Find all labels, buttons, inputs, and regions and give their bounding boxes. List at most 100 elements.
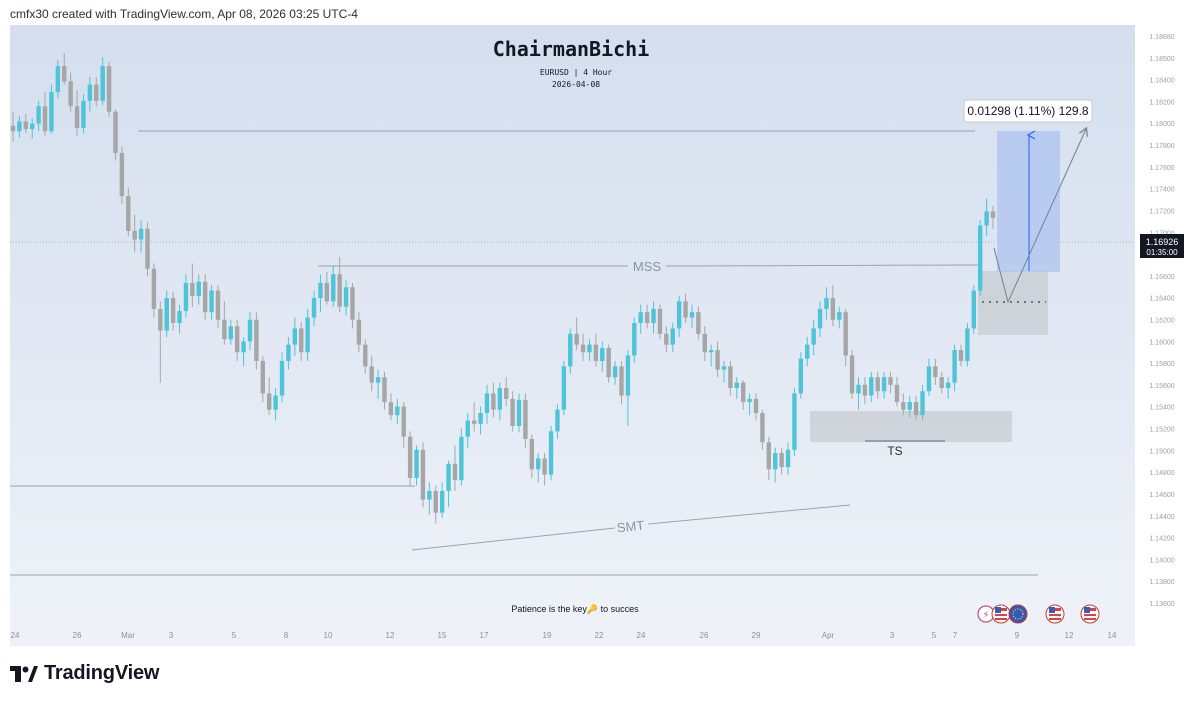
candle-body[interactable] (536, 458, 541, 470)
candle-body[interactable] (792, 393, 797, 450)
candle-body[interactable] (837, 312, 842, 320)
candle-body[interactable] (260, 360, 266, 394)
candle-body[interactable] (459, 436, 464, 481)
candle-body[interactable] (529, 438, 535, 470)
candle-body[interactable] (920, 391, 925, 416)
candle-body[interactable] (824, 298, 829, 309)
candle-body[interactable] (504, 388, 509, 399)
candle-body[interactable] (17, 121, 22, 132)
candle-body[interactable] (286, 344, 291, 361)
candle-body[interactable] (702, 333, 707, 353)
candle-body[interactable] (689, 312, 695, 318)
candle-body[interactable] (869, 377, 874, 396)
candle-body[interactable] (49, 92, 54, 132)
tradingview-logo[interactable]: TradingView (10, 662, 159, 685)
candle-body[interactable] (292, 328, 298, 345)
candle-body[interactable] (568, 333, 573, 367)
candle-body[interactable] (939, 377, 944, 389)
smt-line-left[interactable] (411, 527, 616, 551)
candle-body[interactable] (901, 402, 906, 410)
candle-body[interactable] (10, 125, 16, 132)
candle-body[interactable] (94, 84, 99, 101)
candle-body[interactable] (676, 301, 682, 329)
candle-body[interactable] (580, 344, 586, 353)
candle-body[interactable] (81, 100, 86, 128)
candle-body[interactable] (331, 274, 336, 302)
candle-body[interactable] (587, 344, 592, 353)
candle-body[interactable] (894, 384, 900, 403)
candle-body[interactable] (177, 311, 182, 323)
candle-body[interactable] (651, 308, 656, 323)
candle-body[interactable] (875, 377, 880, 392)
candle-body[interactable] (471, 420, 477, 424)
candle-body[interactable] (234, 326, 240, 353)
candle-body[interactable] (747, 398, 752, 403)
candle-body[interactable] (414, 449, 419, 478)
candle-body[interactable] (183, 282, 189, 312)
candle-body[interactable] (113, 111, 118, 153)
candle-body[interactable] (945, 382, 951, 389)
candle-body[interactable] (126, 196, 131, 231)
candle-body[interactable] (817, 308, 823, 329)
candle-body[interactable] (343, 287, 349, 307)
candle-body[interactable] (958, 350, 964, 361)
candle-body[interactable] (190, 282, 195, 296)
candle-body[interactable] (247, 319, 253, 342)
candle-body[interactable] (593, 344, 599, 361)
candle-body[interactable] (324, 282, 330, 302)
candle-body[interactable] (849, 355, 855, 394)
candle-body[interactable] (510, 398, 515, 426)
candle-body[interactable] (715, 350, 720, 370)
candle-body[interactable] (401, 406, 406, 437)
candle-body[interactable] (632, 323, 637, 356)
candle-body[interactable] (30, 123, 35, 130)
candle-body[interactable] (228, 326, 233, 340)
candle-body[interactable] (151, 268, 157, 309)
candle-body[interactable] (356, 319, 362, 345)
candle-body[interactable] (279, 360, 285, 396)
candle-body[interactable] (158, 308, 163, 331)
candle-body[interactable] (452, 463, 458, 481)
candle-body[interactable] (465, 420, 470, 437)
candle-body[interactable] (773, 453, 778, 470)
candle-body[interactable] (696, 312, 701, 334)
candle-body[interactable] (753, 398, 759, 413)
candle-body[interactable] (843, 312, 848, 356)
candle-body[interactable] (254, 319, 259, 361)
candle-body[interactable] (779, 453, 784, 468)
candle-body[interactable] (984, 211, 989, 226)
candle-body[interactable] (721, 366, 727, 370)
candle-body[interactable] (363, 344, 368, 367)
candle-body[interactable] (728, 366, 733, 389)
candle-body[interactable] (222, 319, 227, 340)
candle-body[interactable] (119, 152, 125, 197)
candle-body[interactable] (862, 384, 868, 396)
candle-body[interactable] (311, 298, 317, 318)
candle-body[interactable] (497, 388, 502, 410)
candle-body[interactable] (612, 366, 618, 378)
candle-body[interactable] (606, 347, 611, 378)
candle-body[interactable] (907, 402, 912, 410)
candle-body[interactable] (491, 393, 496, 410)
candle-body[interactable] (318, 282, 323, 299)
candle-body[interactable] (164, 298, 169, 331)
candle-body[interactable] (202, 281, 208, 313)
candle-body[interactable] (241, 341, 246, 353)
candle-body[interactable] (990, 211, 996, 218)
candle-body[interactable] (299, 328, 304, 353)
candle-body[interactable] (664, 333, 669, 345)
candle-body[interactable] (619, 366, 624, 396)
candle-body[interactable] (42, 106, 48, 132)
candle-body[interactable] (555, 409, 560, 432)
candle-body[interactable] (734, 382, 739, 389)
candle-body[interactable] (170, 298, 176, 323)
candle-body[interactable] (926, 366, 932, 392)
candle-body[interactable] (830, 298, 836, 320)
candle-body[interactable] (420, 449, 426, 500)
candle-body[interactable] (600, 347, 605, 361)
candle-body[interactable] (542, 458, 547, 475)
candle-body[interactable] (574, 333, 579, 345)
candle-body[interactable] (267, 393, 272, 410)
candle-body[interactable] (670, 328, 675, 345)
candle-body[interactable] (977, 225, 983, 291)
